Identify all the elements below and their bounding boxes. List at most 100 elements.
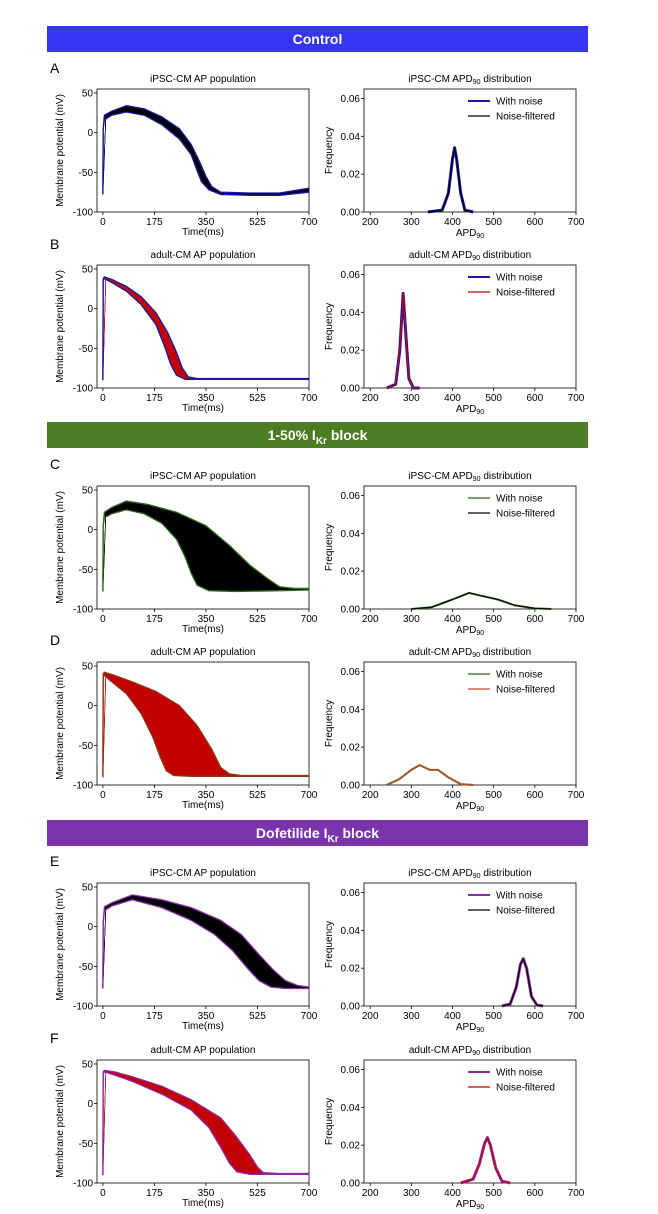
section-banner-control: Control — [47, 26, 588, 52]
plot-frame — [96, 264, 310, 389]
xlabel-part: APD — [456, 801, 477, 812]
section-title-sub: Kr — [327, 833, 339, 845]
chart-title: adult-CM AP population — [151, 250, 256, 261]
ap-trace — [102, 277, 309, 381]
ap-trace — [102, 502, 309, 592]
y-tick-label: -100 — [73, 208, 93, 219]
y-tick-label: 50 — [82, 661, 94, 672]
x-tick-label: 300 — [403, 614, 420, 625]
y-tick-label: 0.04 — [341, 308, 361, 319]
xlabel-part: APD — [456, 228, 477, 239]
x-axis-label: APD90 — [456, 1022, 484, 1034]
chart-d-left: 0 175 350 525 700 -100 -50 0 50 adult-CM AP popul… — [55, 647, 318, 811]
ap-upper-edge — [102, 671, 309, 778]
title-sub: 90 — [473, 79, 481, 86]
title-part: adult-CM APD — [409, 250, 472, 261]
ap-trace — [102, 507, 310, 592]
ap-trace — [102, 895, 310, 989]
ap-lower-edge — [102, 509, 310, 593]
series-line — [386, 291, 420, 390]
y-tick-label: 0.06 — [341, 1065, 361, 1076]
x-tick-label: 0 — [100, 393, 106, 404]
chart-a-left: 0 175 350 525 700 -100 -50 0 50 iPSC-CM AP popula… — [55, 74, 318, 238]
y-tick-label: 0.04 — [341, 529, 361, 540]
x-tick-label: 300 — [403, 790, 420, 801]
legend-label: With noise — [496, 97, 543, 108]
ap-lower-edge — [102, 277, 309, 381]
series-line — [411, 592, 552, 610]
xlabel-sub: 90 — [476, 1027, 484, 1034]
y-tick-label: -50 — [79, 344, 94, 355]
x-tick-label: 0 — [100, 1188, 106, 1199]
y-tick-label: 0.00 — [341, 208, 361, 219]
ap-upper-edge — [102, 500, 309, 592]
x-tick-label: 525 — [249, 1011, 266, 1022]
chart-title: iPSC-CM APD90 distribution — [408, 868, 531, 880]
y-tick-label: -50 — [79, 565, 94, 576]
x-tick-label: 300 — [403, 1188, 420, 1199]
y-tick-label: 50 — [82, 485, 94, 496]
x-tick-label: 600 — [526, 790, 543, 801]
x-tick-label: 200 — [362, 217, 379, 228]
x-tick-label: 0 — [100, 790, 106, 801]
ap-population-band — [102, 672, 310, 778]
x-tick-label: 600 — [526, 393, 543, 404]
ap-lower-edge — [102, 674, 309, 778]
chart-e-right: 200 300 400 500 600 700 0.00 0.02 0.04 0.06 iPSC-C… — [324, 868, 585, 1034]
y-axis-label: Frequency — [324, 127, 335, 174]
chart-title: adult-CM APD90 distribution — [409, 1045, 531, 1057]
chart-b-left: 0 175 350 525 700 -100 -50 0 50 adult-CM AP popul… — [55, 250, 318, 414]
xlabel-sub: 90 — [476, 1204, 484, 1211]
plot-frame — [96, 485, 310, 610]
y-tick-label: 50 — [82, 1059, 94, 1070]
chart-title: iPSC-CM AP population — [150, 471, 256, 482]
ap-population-band — [102, 1070, 310, 1176]
xlabel-part: APD — [456, 625, 477, 636]
y-axis-label: Membrane potential (mV) — [55, 888, 66, 1001]
series-line — [386, 764, 474, 786]
legend-label: With noise — [496, 273, 543, 284]
ap-upper-edge — [102, 105, 310, 195]
y-axis-label: Membrane potential (mV) — [55, 94, 66, 207]
ap-trace — [102, 505, 310, 592]
chart-a-right: 200 300 400 500 600 700 0.00 0.02 0.04 0.06 iPSC-C… — [324, 74, 585, 240]
x-tick-label: 300 — [403, 393, 420, 404]
xlabel-part: APD — [456, 404, 477, 415]
y-tick-label: -100 — [73, 384, 93, 395]
y-tick-label: 0.06 — [341, 667, 361, 678]
y-tick-label: 0.06 — [341, 270, 361, 281]
x-axis-label: APD90 — [456, 404, 484, 416]
y-tick-label: -50 — [79, 962, 94, 973]
chart-title: adult-CM AP population — [151, 647, 256, 658]
title-part: distribution — [480, 1045, 531, 1056]
y-tick-label: -100 — [73, 1002, 93, 1013]
title-part: distribution — [480, 250, 531, 261]
plot-frame — [363, 661, 577, 786]
chart-d-right: 200 300 400 500 600 700 0.00 0.02 0.04 0.06 adult-… — [324, 647, 585, 813]
y-tick-label: 0.02 — [341, 743, 361, 754]
series-line — [427, 147, 474, 213]
chart-title: iPSC-CM APD90 distribution — [408, 74, 531, 86]
x-tick-label: 350 — [198, 217, 215, 228]
x-tick-label: 600 — [526, 614, 543, 625]
x-tick-label: 500 — [485, 217, 502, 228]
x-tick-label: 300 — [403, 1011, 420, 1022]
xlabel-sub: 90 — [476, 806, 484, 813]
y-tick-label: 0 — [87, 701, 93, 712]
y-axis-label: Frequency — [324, 1098, 335, 1145]
y-tick-label: 0 — [87, 922, 93, 933]
chart-title: adult-CM APD90 distribution — [409, 250, 531, 262]
title-sub: 90 — [473, 476, 481, 483]
x-tick-label: 400 — [444, 790, 461, 801]
plot-frame — [96, 882, 310, 1007]
y-tick-label: 0.06 — [341, 491, 361, 502]
title-sub: 90 — [473, 873, 481, 880]
x-tick-label: 200 — [362, 1188, 379, 1199]
y-axis-label: Frequency — [324, 921, 335, 968]
x-tick-label: 0 — [100, 217, 106, 228]
chart-title: adult-CM APD90 distribution — [409, 647, 531, 659]
x-axis-label: Time(ms) — [182, 1021, 224, 1032]
panel-label-f: F — [50, 1030, 59, 1046]
panel-label-c: C — [50, 456, 61, 472]
section-banner-dofetilide: Dofetilide IKr block — [47, 820, 588, 846]
